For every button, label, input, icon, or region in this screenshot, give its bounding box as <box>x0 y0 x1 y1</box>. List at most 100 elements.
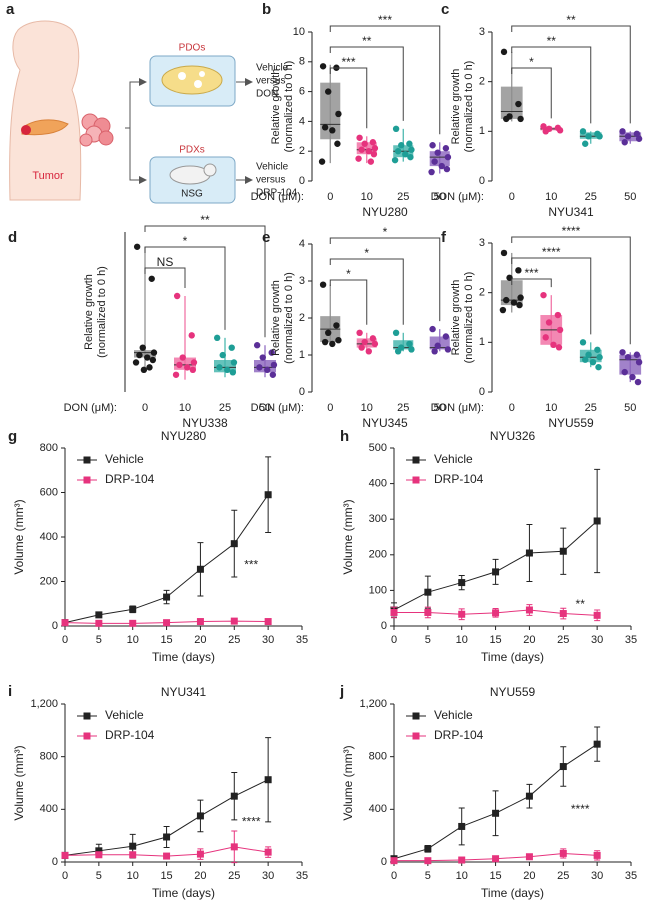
legend-label: DRP-104 <box>434 728 484 742</box>
x-tick-label: 15 <box>160 634 172 646</box>
data-point <box>579 339 587 346</box>
data-point <box>585 133 592 140</box>
y-tick-label: 400 <box>369 478 387 490</box>
y-tick-label: 800 <box>369 751 387 763</box>
x-tick-label: 0 <box>62 870 68 882</box>
y-label: Relative growth <box>450 69 462 145</box>
significance-label: **** <box>562 224 581 238</box>
significance-bracket <box>511 67 552 119</box>
host-label: NSG <box>181 189 203 200</box>
y-tick-label: 1 <box>299 349 305 361</box>
y-tick-label: 0 <box>381 856 387 868</box>
arrow <box>125 78 147 129</box>
data-point <box>559 547 567 555</box>
data-point <box>506 274 513 281</box>
significance-bracket <box>329 279 368 325</box>
legend-marker <box>412 712 420 720</box>
y-label: Relative growth <box>270 280 282 356</box>
treatment: DRP-104 <box>256 188 298 199</box>
x-tick-label: 30 <box>262 870 274 882</box>
x-tick-label: 30 <box>591 870 603 882</box>
data-point <box>394 148 402 155</box>
data-point <box>434 149 441 156</box>
x-tick-label: 50 <box>434 191 446 203</box>
significance-bracket <box>144 225 266 338</box>
data-point <box>268 349 275 356</box>
data-point <box>398 142 405 149</box>
data-point <box>163 619 171 627</box>
data-point <box>406 340 413 348</box>
data-point <box>365 148 372 155</box>
x-label: NYU341 <box>548 205 594 219</box>
data-point <box>228 344 235 351</box>
data-point <box>424 588 432 596</box>
y-label: (normalized to 0 h) <box>463 272 475 364</box>
data-point <box>516 301 523 309</box>
x-tick-label: 20 <box>523 634 535 646</box>
data-point <box>371 340 379 348</box>
legend-label: DRP-104 <box>105 472 155 486</box>
data-point <box>431 158 438 165</box>
data-point <box>321 124 329 131</box>
y-tick-label: 8 <box>299 56 305 68</box>
y-tick-label: 4 <box>299 115 305 127</box>
data-point <box>136 351 143 359</box>
chart-title: NYU341 <box>161 685 207 699</box>
data-point <box>594 346 601 353</box>
tumor <box>21 125 31 135</box>
y-tick-label: 1,200 <box>359 698 387 710</box>
y-tick-label: 4 <box>299 238 305 250</box>
data-point <box>95 619 103 627</box>
panel-label: h <box>340 428 349 445</box>
data-point <box>424 857 432 865</box>
data-point <box>510 299 518 306</box>
box <box>500 86 523 119</box>
data-point <box>133 243 141 250</box>
data-point <box>542 334 549 341</box>
tumor-label: Tumor <box>32 170 64 182</box>
data-point <box>179 354 186 361</box>
data-point <box>129 842 137 850</box>
data-point <box>132 359 140 366</box>
data-point <box>334 140 341 147</box>
data-point <box>230 540 238 548</box>
category-label: DON (μM): <box>251 191 304 203</box>
data-point <box>515 100 522 108</box>
x-tick-label: 35 <box>296 634 308 646</box>
data-point <box>259 354 266 361</box>
x-tick-label: 25 <box>557 870 569 882</box>
data-point <box>264 776 272 784</box>
legend-label: Vehicle <box>434 452 473 466</box>
y-tick-label: 0 <box>52 620 58 632</box>
y-tick-label: 2 <box>479 76 485 88</box>
box <box>393 340 414 350</box>
x-tick-label: 20 <box>194 634 206 646</box>
y-tick-label: 0 <box>381 620 387 632</box>
x-tick-label: 10 <box>456 870 468 882</box>
x-tick-label: 10 <box>179 402 191 414</box>
data-point <box>129 619 137 627</box>
y-label: Volume (mm³) <box>12 745 26 820</box>
annotation: **** <box>242 815 261 829</box>
data-point <box>406 140 413 147</box>
x-label: Time (days) <box>152 886 215 900</box>
data-point <box>390 608 398 616</box>
x-tick-label: 50 <box>434 402 446 414</box>
x-tick-label: 25 <box>228 870 240 882</box>
y-label: (normalized to 0 h) <box>96 266 108 358</box>
y-tick-label: 2 <box>299 145 305 157</box>
y-tick-label: 600 <box>40 486 58 498</box>
y-tick-label: 1 <box>479 336 485 348</box>
data-point <box>370 150 378 158</box>
data-point <box>95 611 103 619</box>
x-tick-label: 10 <box>361 402 373 414</box>
significance-label: **** <box>542 245 561 259</box>
data-point <box>633 130 641 138</box>
data-point <box>593 740 601 748</box>
significance-bracket <box>329 25 441 135</box>
data-point <box>139 344 146 351</box>
annotation: **** <box>571 802 590 816</box>
y-tick-label: 0 <box>479 386 485 398</box>
data-point <box>319 63 327 70</box>
data-point <box>545 319 553 326</box>
